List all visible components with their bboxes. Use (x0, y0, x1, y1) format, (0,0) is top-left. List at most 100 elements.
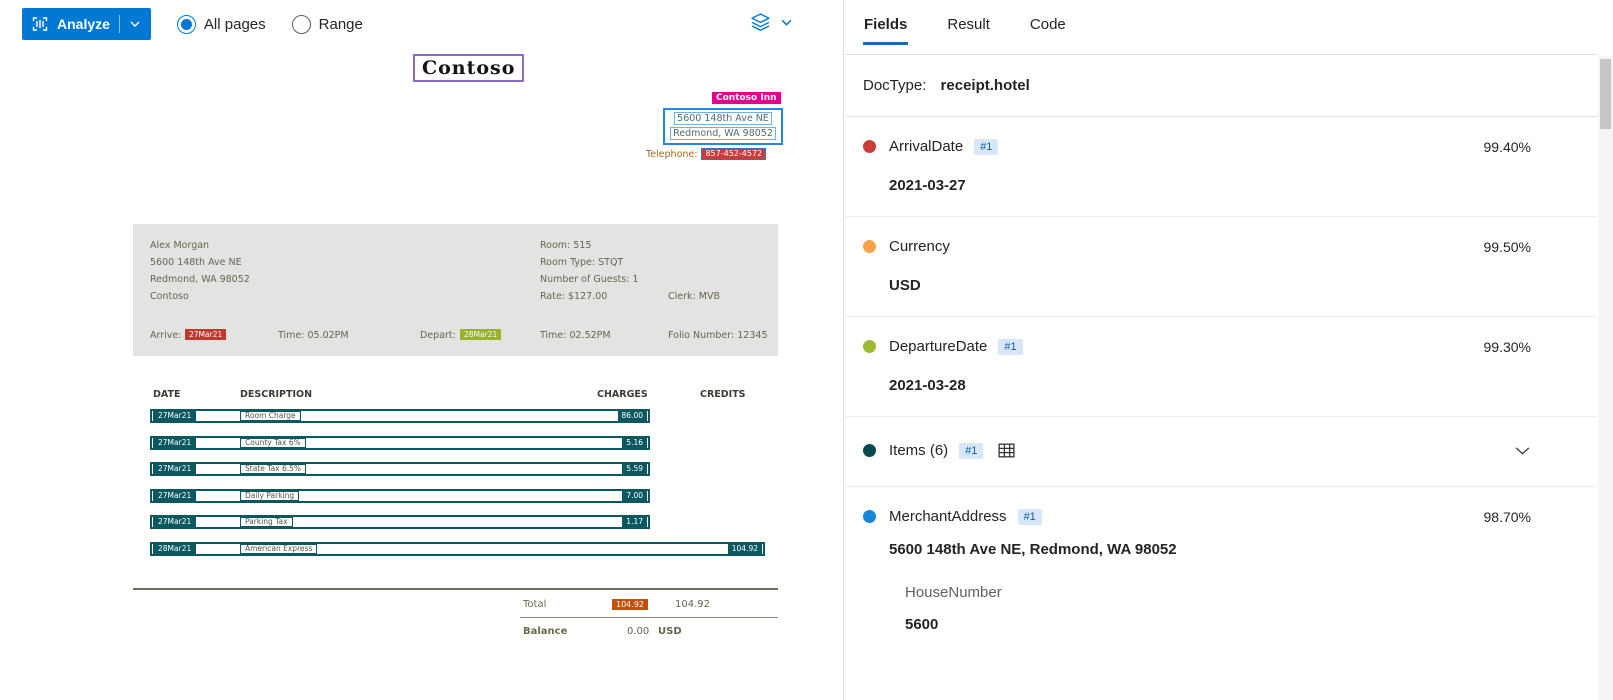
balance-label: Balance (523, 626, 568, 637)
table-row[interactable]: 27Mar21 Parking Tax 1.17 (150, 515, 650, 529)
analyze-button-label: Analyze (57, 16, 110, 32)
guest-address-2: Redmond, WA 98052 (150, 274, 250, 285)
total-highlight[interactable]: 104.92 (612, 599, 648, 610)
table-row[interactable]: 27Mar21 Room Charge 86.00 (150, 409, 650, 423)
row-description-highlight[interactable]: Room Charge (240, 411, 301, 421)
field-name: ArrivalDate (889, 138, 964, 155)
row-date-highlight[interactable]: 28Mar21 (153, 544, 197, 554)
field-name: Currency (889, 238, 950, 255)
tab-code[interactable]: Code (1029, 16, 1066, 33)
field-color-dot (863, 140, 876, 153)
table-row[interactable]: 28Mar21 American Express 104.92 (150, 542, 765, 556)
row-amount-highlight[interactable]: 5.59 (622, 464, 647, 474)
all-pages-radio[interactable]: All pages (176, 14, 266, 34)
row-amount-highlight[interactable]: 5.16 (622, 438, 647, 448)
row-description-highlight[interactable]: American Express (240, 544, 318, 554)
range-radio-circle[interactable] (291, 14, 311, 34)
results-panel: Fields Result Code DocType: receipt.hote… (845, 0, 1597, 700)
table-header-credits: CREDITS (700, 389, 746, 400)
row-amount-highlight[interactable]: 86.00 (617, 411, 647, 421)
subfield-name: HouseNumber (905, 584, 1002, 601)
doctype-value: receipt.hotel (940, 77, 1030, 94)
field-name: MerchantAddress (889, 508, 1007, 525)
merchant-name-highlight[interactable]: Contoso Inn (712, 92, 781, 104)
table-header-charges: CHARGES (597, 389, 648, 400)
total-value: 104.92 (675, 599, 710, 610)
doctype-row: DocType: receipt.hotel (845, 55, 1597, 117)
merchant-address-highlight[interactable]: 5600 148th Ave NE Redmond, WA 98052 (663, 108, 783, 145)
guest-company: Contoso (150, 291, 189, 302)
range-radio-label: Range (318, 15, 363, 33)
field-confidence: 99.50% (1483, 238, 1531, 255)
balance-currency: USD (658, 626, 682, 637)
address-line-1: 5600 148th Ave NE (674, 112, 772, 125)
telephone-highlight[interactable]: 857-452-4572 (701, 148, 767, 160)
document-canvas[interactable]: Contoso Contoso Inn 5600 148th Ave NE Re… (0, 48, 843, 700)
document-preview-panel: Analyze All pages Range (0, 0, 844, 700)
analyze-toolbar: Analyze All pages Range (0, 0, 843, 48)
rate: Rate: $127.00 (540, 291, 608, 302)
field-row-items[interactable]: Items (6) #1 (845, 417, 1597, 487)
depart-label: Depart: (420, 330, 456, 341)
field-value: USD (889, 277, 921, 294)
guest-address-1: 5600 148th Ave NE (150, 257, 242, 268)
table-row[interactable]: 27Mar21 Daily Parking 7.00 (150, 489, 650, 503)
arrive-date-highlight[interactable]: 27Mar21 (185, 329, 227, 340)
row-description-highlight[interactable]: Parking Tax (240, 517, 293, 527)
table-row[interactable]: 27Mar21 State Tax 6.5% 5.59 (150, 462, 650, 476)
field-color-dot (863, 240, 876, 253)
clerk: Clerk: MVB (668, 291, 720, 302)
field-row-arrivaldate[interactable]: ArrivalDate #1 99.40% 2021-03-27 (845, 117, 1597, 217)
scrollbar-thumb[interactable] (1600, 59, 1611, 129)
tab-result[interactable]: Result (947, 16, 990, 33)
field-row-currency[interactable]: Currency 99.50% USD (845, 217, 1597, 317)
depart-date-highlight[interactable]: 28Mar21 (460, 329, 502, 340)
table-row[interactable]: 27Mar21 County Tax 6% 5.16 (150, 436, 650, 450)
row-amount-highlight[interactable]: 1.17 (622, 517, 647, 527)
vertical-scrollbar[interactable] (1598, 56, 1613, 700)
row-amount-highlight[interactable]: 104.92 (727, 544, 762, 554)
field-row-merchantaddress[interactable]: MerchantAddress #1 98.70% 5600 148th Ave… (845, 487, 1597, 655)
arrive-time: Time: 05.02PM (278, 330, 349, 341)
row-date-highlight[interactable]: 27Mar21 (153, 517, 197, 527)
telephone-row: Telephone: 857-452-4572 (646, 148, 767, 160)
guest-info-box: Alex Morgan 5600 148th Ave NE Redmond, W… (133, 224, 778, 356)
subfield-housenumber[interactable]: HouseNumber 5600 (905, 584, 1531, 633)
total-label: Total (523, 599, 547, 610)
field-value: 2021-03-27 (889, 177, 966, 194)
layers-icon[interactable] (750, 13, 771, 32)
field-occurrence-badge: #1 (974, 138, 999, 155)
number-of-guests: Number of Guests: 1 (540, 274, 639, 285)
receipt-logo-highlight[interactable]: Contoso (413, 54, 525, 82)
results-tabs: Fields Result Code (845, 0, 1597, 55)
field-row-departuredate[interactable]: DepartureDate #1 99.30% 2021-03-28 (845, 317, 1597, 417)
table-view-icon[interactable] (997, 441, 1016, 460)
depart-time: Time: 02.52PM (540, 330, 611, 341)
row-date-highlight[interactable]: 27Mar21 (153, 438, 197, 448)
field-confidence: 98.70% (1483, 508, 1531, 525)
all-pages-radio-circle[interactable] (176, 14, 196, 34)
layers-control[interactable] (750, 13, 793, 32)
field-occurrence-badge: #1 (959, 442, 984, 459)
row-description-highlight[interactable]: County Tax 6% (240, 438, 306, 448)
range-radio[interactable]: Range (291, 14, 363, 34)
analyze-button[interactable]: Analyze (22, 8, 151, 40)
tab-fields[interactable]: Fields (863, 0, 909, 45)
row-amount-highlight[interactable]: 7.00 (622, 491, 647, 501)
field-color-dot (863, 510, 876, 523)
expand-chevron-icon[interactable] (1514, 442, 1531, 459)
field-color-dot (863, 340, 876, 353)
row-date-highlight[interactable]: 27Mar21 (153, 491, 197, 501)
totals-divider (133, 588, 778, 590)
doctype-label: DocType: (863, 77, 927, 94)
analyze-dropdown-chevron-icon[interactable] (129, 18, 141, 30)
document-page: Contoso Contoso Inn 5600 148th Ave NE Re… (95, 48, 791, 700)
row-description-highlight[interactable]: Daily Parking (240, 491, 300, 501)
analyze-button-divider (118, 15, 120, 33)
row-description-highlight[interactable]: State Tax 6.5% (240, 464, 307, 474)
row-date-highlight[interactable]: 27Mar21 (153, 464, 197, 474)
row-date-highlight[interactable]: 27Mar21 (153, 411, 197, 421)
all-pages-radio-label: All pages (203, 15, 266, 33)
folio-number: Folio Number: 12345 (668, 330, 768, 341)
layers-chevron-icon[interactable] (780, 16, 793, 29)
